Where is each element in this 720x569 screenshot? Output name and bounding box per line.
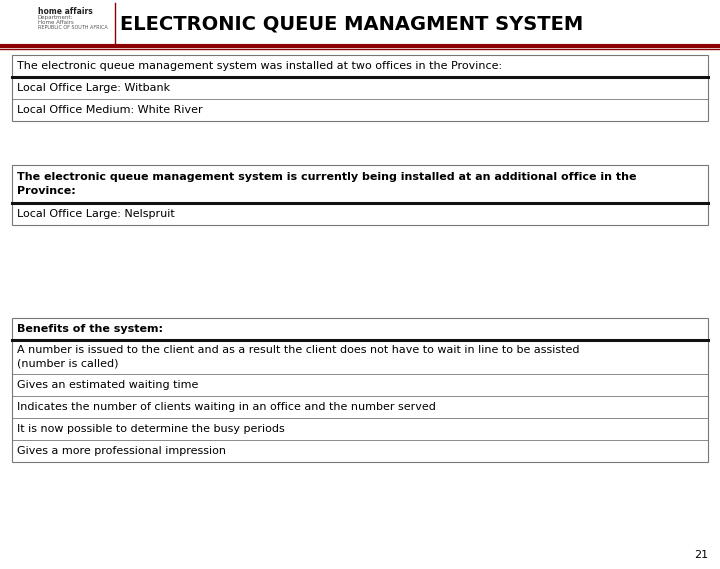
- Bar: [12, 165, 708, 225]
- Text: Local Office Large: Witbank: Local Office Large: Witbank: [17, 83, 170, 93]
- Text: Indicates the number of clients waiting in an office and the number served: Indicates the number of clients waiting …: [17, 402, 436, 412]
- Text: Department:: Department:: [38, 15, 73, 20]
- Text: Local Office Medium: White River: Local Office Medium: White River: [17, 105, 202, 115]
- Bar: [12, 318, 708, 462]
- Text: Gives a more professional impression: Gives a more professional impression: [17, 446, 226, 456]
- Text: ELECTRONIC QUEUE MANAGMENT SYSTEM: ELECTRONIC QUEUE MANAGMENT SYSTEM: [120, 14, 583, 34]
- Text: It is now possible to determine the busy periods: It is now possible to determine the busy…: [17, 424, 284, 434]
- Text: Benefits of the system:: Benefits of the system:: [17, 324, 163, 334]
- Text: A number is issued to the client and as a result the client does not have to wai: A number is issued to the client and as …: [17, 345, 580, 369]
- Text: home affairs: home affairs: [38, 7, 93, 16]
- Bar: [12, 55, 708, 121]
- Text: 21: 21: [694, 550, 708, 560]
- Text: Local Office Large: Nelspruit: Local Office Large: Nelspruit: [17, 209, 175, 219]
- Text: The electronic queue management system is currently being installed at an additi: The electronic queue management system i…: [17, 172, 636, 196]
- Text: REPUBLIC OF SOUTH AFRICA: REPUBLIC OF SOUTH AFRICA: [38, 25, 108, 30]
- Text: The electronic queue management system was installed at two offices in the Provi: The electronic queue management system w…: [17, 61, 502, 71]
- Text: Gives an estimated waiting time: Gives an estimated waiting time: [17, 380, 199, 390]
- Text: Home Affairs: Home Affairs: [38, 20, 73, 25]
